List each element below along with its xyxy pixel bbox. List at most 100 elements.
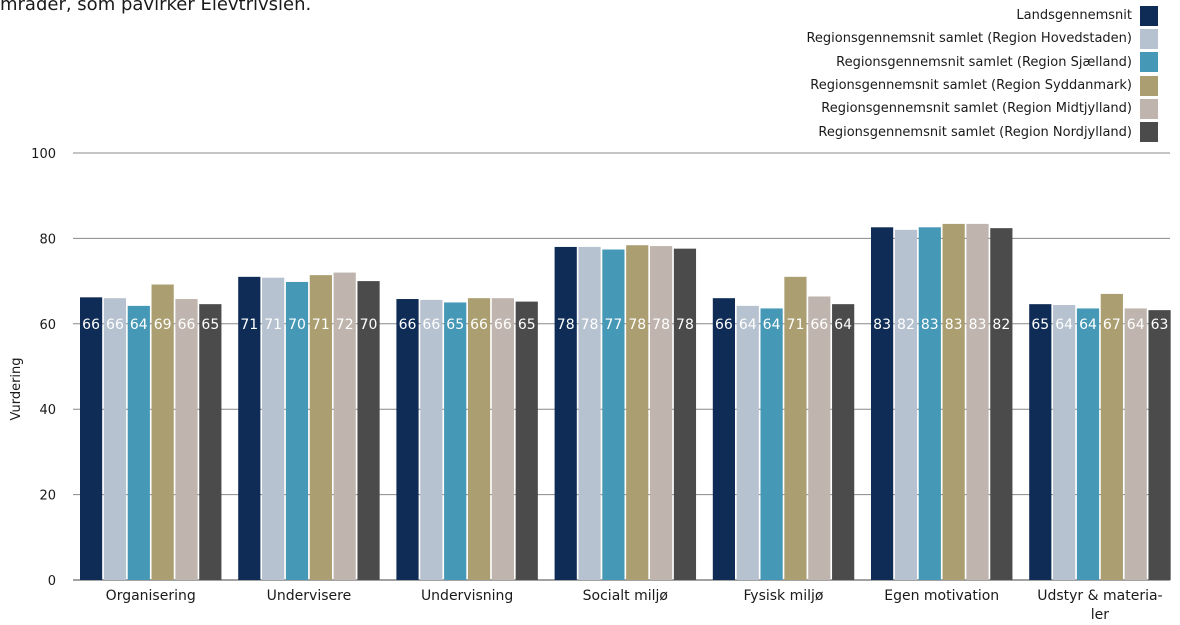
legend-label: Landsgennemsnit	[1016, 8, 1132, 24]
data-label: 65	[201, 317, 219, 333]
legend-item: Landsgennemsnit	[806, 4, 1158, 27]
x-tick-label: Egen motivation	[884, 588, 999, 604]
legend-swatch	[1140, 122, 1158, 143]
data-label: 66	[715, 317, 733, 333]
bar	[515, 301, 538, 580]
bar	[990, 228, 1013, 581]
data-label: 66	[810, 317, 828, 333]
bar	[602, 249, 625, 580]
bar	[127, 305, 150, 580]
data-label: 66	[106, 317, 124, 333]
legend: Landsgennemsnit Regionsgennemsnit samlet …	[806, 4, 1158, 144]
bar	[444, 302, 467, 580]
bar	[966, 223, 989, 580]
bar	[103, 298, 127, 580]
bar	[333, 272, 356, 580]
bar	[808, 296, 831, 580]
bar	[1076, 308, 1100, 580]
legend-swatch	[1140, 28, 1158, 49]
data-label: 72	[336, 317, 354, 333]
data-label: 64	[1055, 317, 1073, 333]
bar	[420, 299, 443, 580]
x-tick-label: Organisering	[106, 588, 196, 604]
data-label: 78	[628, 317, 646, 333]
data-label: 78	[581, 317, 599, 333]
data-label: 83	[873, 317, 891, 333]
x-tick-label: Fysisk miljø	[744, 588, 824, 604]
bar	[467, 298, 491, 580]
bar	[1053, 305, 1076, 580]
bar	[650, 246, 673, 580]
bar	[285, 281, 309, 580]
legend-swatch	[1140, 98, 1158, 119]
bar	[673, 248, 697, 580]
data-label: 70	[288, 317, 306, 333]
legend-item: Regionsgennemsnit samlet (Region Nordjyl…	[806, 120, 1158, 143]
bar	[1100, 293, 1123, 580]
data-label: 83	[921, 317, 939, 333]
bar	[396, 299, 419, 580]
bar	[894, 229, 918, 581]
x-tick-label: Undervisere	[267, 588, 352, 604]
bar	[1124, 308, 1147, 580]
data-label: 66	[470, 317, 488, 333]
bar	[784, 276, 807, 580]
data-label: 64	[130, 317, 148, 333]
data-label: 65	[1031, 317, 1049, 333]
bar	[760, 308, 783, 580]
data-label: 69	[154, 317, 172, 333]
bar	[151, 284, 174, 580]
chart-title: mråder, som påvirker Elevtrivslen.	[0, 0, 312, 15]
legend-swatch	[1140, 52, 1158, 73]
y-tick-label: 100	[31, 147, 56, 162]
data-label: 65	[518, 317, 536, 333]
bar	[309, 275, 332, 580]
legend-label: Regionsgennemsnit samlet (Region Syddanm…	[810, 78, 1132, 94]
bar	[175, 299, 198, 580]
bar	[736, 305, 759, 580]
data-label: 67	[1103, 317, 1121, 333]
y-tick-label: 60	[39, 318, 56, 333]
data-label: 66	[494, 317, 512, 333]
data-label: 71	[312, 317, 330, 333]
bar	[357, 281, 380, 580]
bar	[832, 304, 855, 580]
data-label: 83	[945, 317, 963, 333]
y-axis-label: Vurdering	[9, 357, 24, 420]
legend-label: Regionsgennemsnit samlet (Region Sjællan…	[836, 54, 1132, 70]
bar	[1148, 310, 1171, 580]
data-label: 64	[763, 317, 781, 333]
data-label: 82	[992, 317, 1010, 333]
bar	[491, 298, 514, 580]
bar	[199, 304, 222, 580]
bar	[554, 246, 577, 580]
legend-item: Regionsgennemsnit samlet (Region Syddanm…	[806, 74, 1158, 97]
bar	[942, 223, 965, 580]
data-label: 66	[82, 317, 100, 333]
bar	[238, 276, 261, 580]
bar	[578, 246, 601, 580]
data-label: 82	[897, 317, 915, 333]
bar	[918, 227, 941, 580]
data-label: 78	[676, 317, 694, 333]
data-label: 64	[739, 317, 757, 333]
legend-swatch	[1140, 5, 1158, 26]
data-label: 71	[240, 317, 258, 333]
y-tick-label: 80	[39, 232, 56, 247]
y-tick-label: 40	[39, 403, 56, 418]
data-label: 65	[446, 317, 464, 333]
data-label: 64	[1127, 317, 1145, 333]
data-label: 77	[604, 317, 622, 333]
data-label: 83	[969, 317, 987, 333]
y-tick-label: 20	[39, 489, 56, 504]
data-label: 64	[1079, 317, 1097, 333]
data-label: 64	[834, 317, 852, 333]
bar	[1029, 304, 1052, 580]
bar	[712, 298, 735, 580]
legend-item: Regionsgennemsnit samlet (Region Midtjyl…	[806, 97, 1158, 120]
legend-item: Regionsgennemsnit samlet (Region Sjællan…	[806, 51, 1158, 74]
data-label: 66	[422, 317, 440, 333]
data-label: 66	[178, 317, 196, 333]
x-tick-label: Udstyr & materia-ler	[1037, 588, 1162, 623]
